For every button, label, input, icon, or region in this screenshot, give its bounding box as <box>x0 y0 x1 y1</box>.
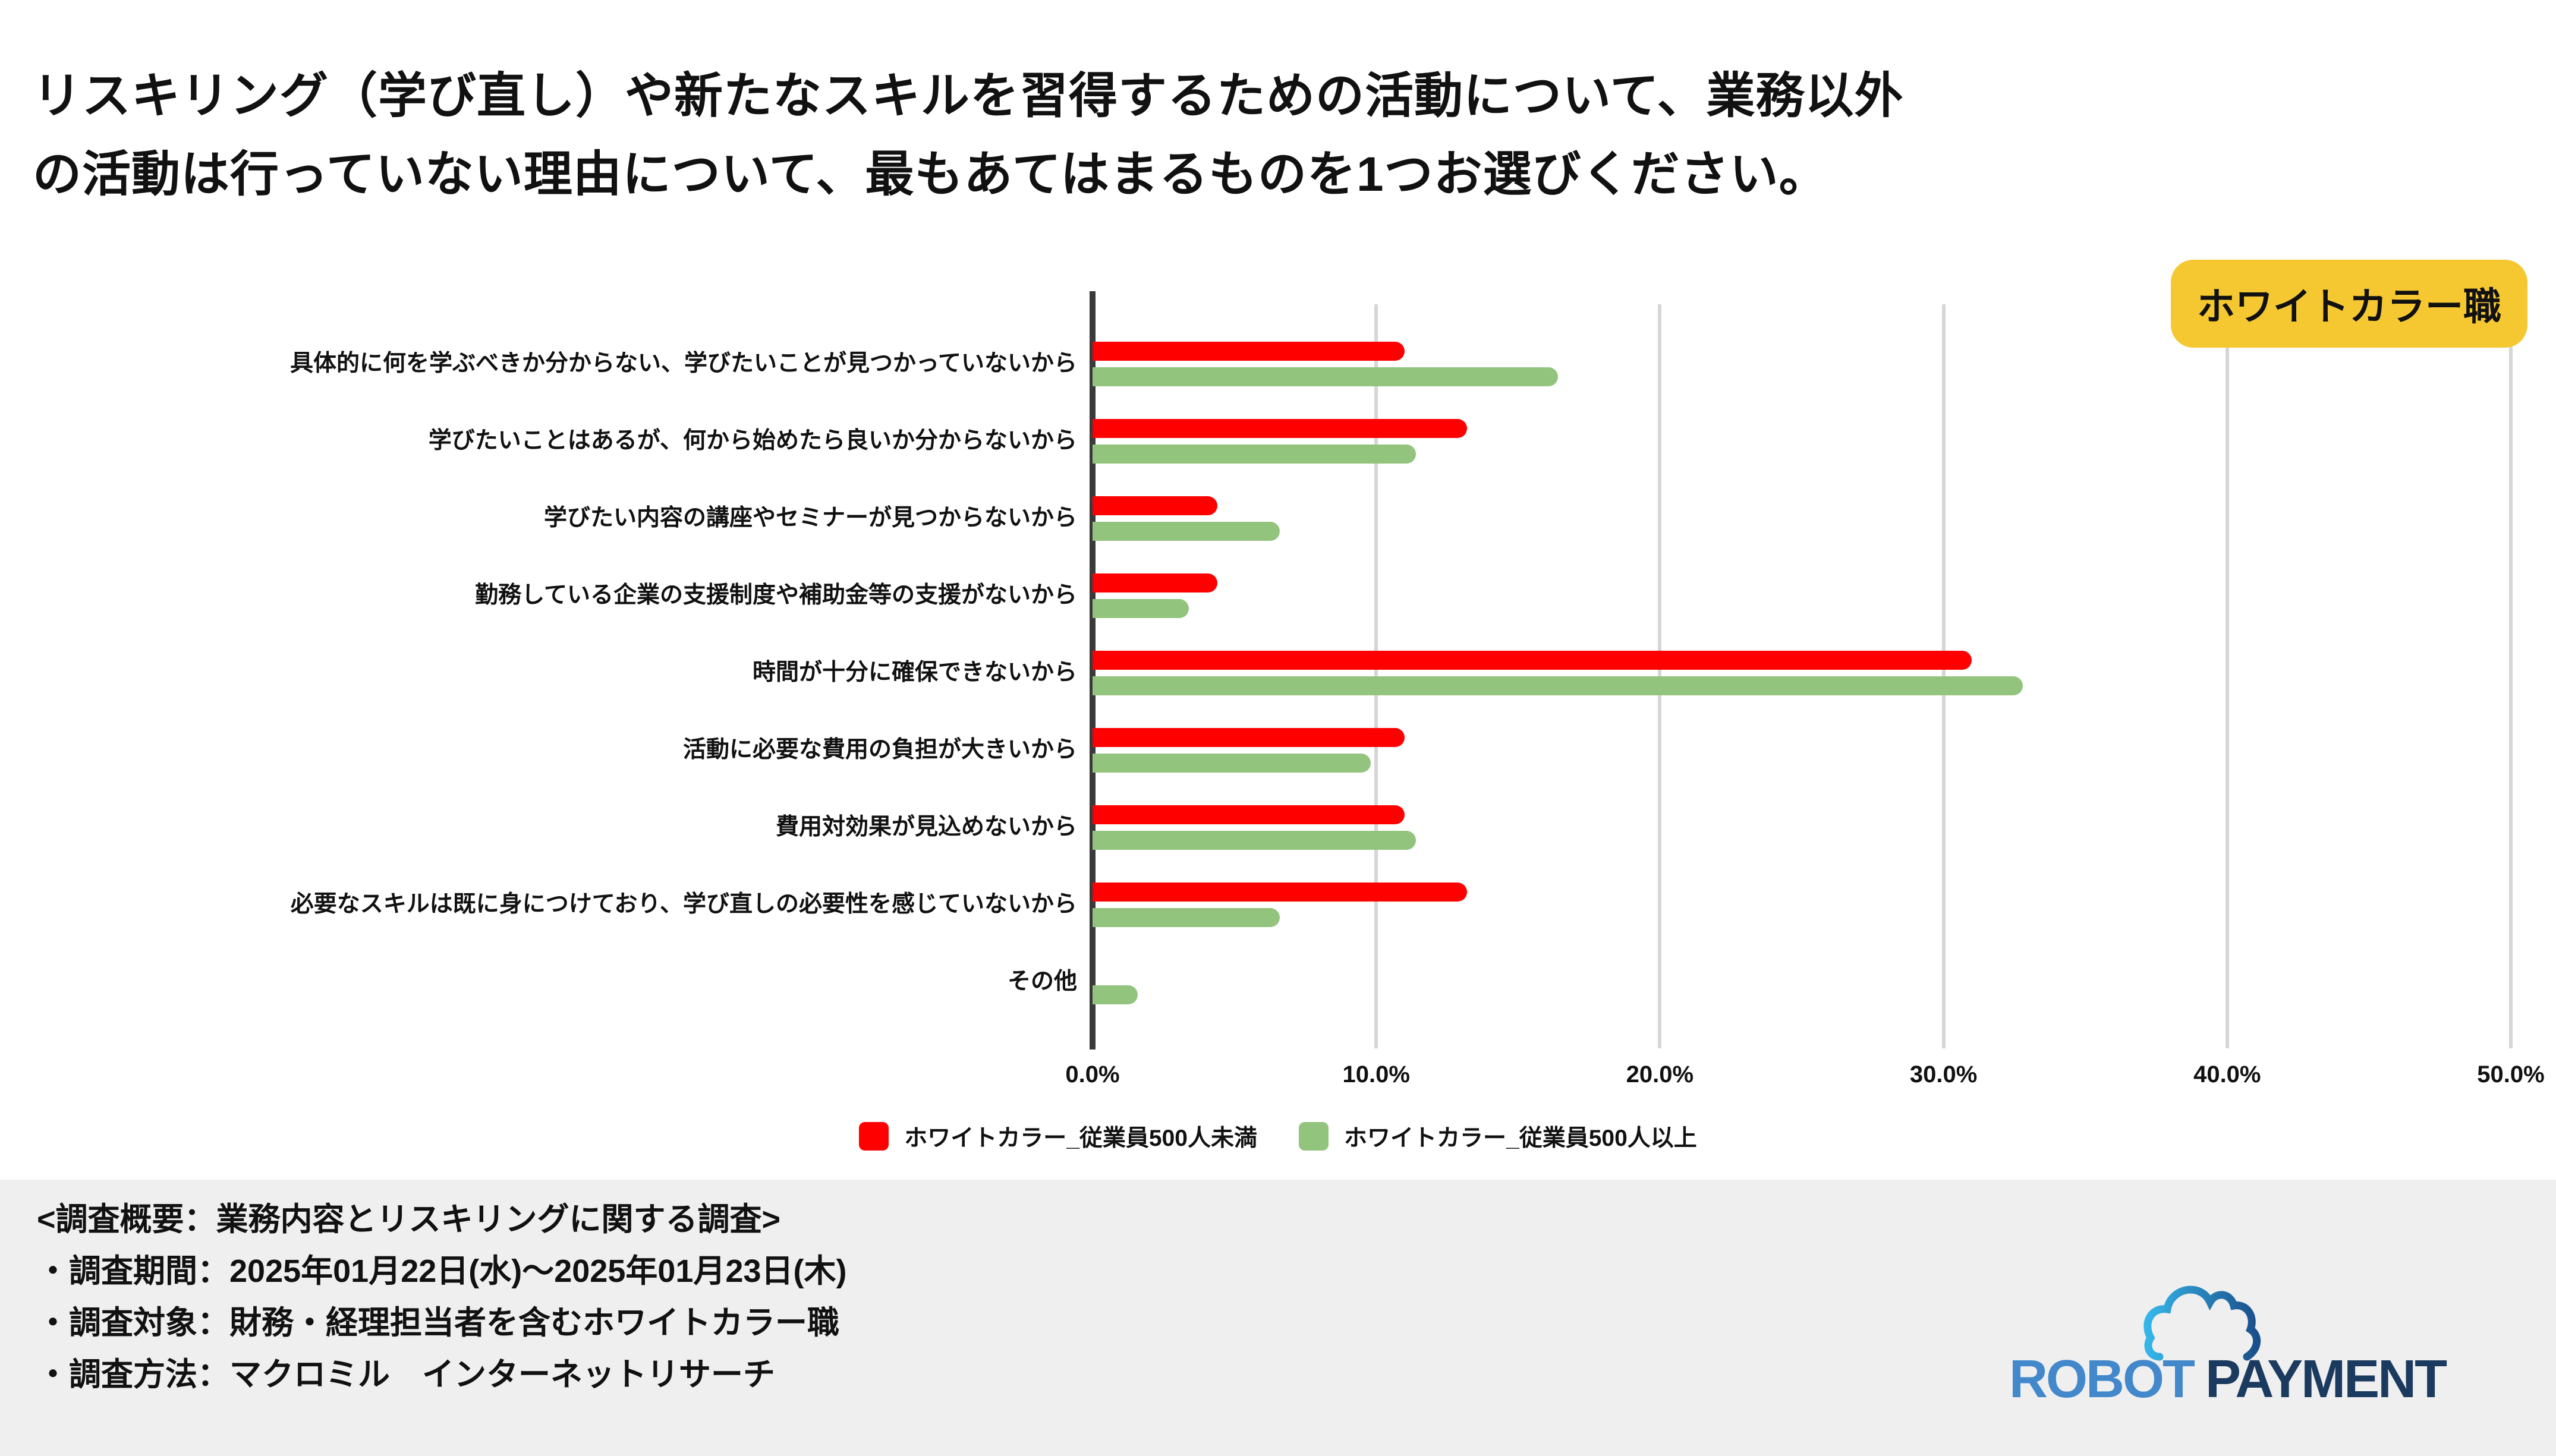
logo-text-robot: ROBOT <box>2009 1350 2195 1409</box>
x-tick-label: 40.0% <box>2193 1061 2261 1088</box>
category-label: 学びたいことはあるが、何から始めたら良いか分からないから <box>428 427 1077 453</box>
bar-series-1 <box>1093 598 1189 618</box>
bar-series-0 <box>1093 418 1467 438</box>
survey-method-line: ・調査方法：マクロミル インターネットリサーチ <box>37 1357 775 1392</box>
bar-row <box>1093 634 2511 711</box>
bar-series-0 <box>1093 727 1405 747</box>
bar-series-1 <box>1093 676 2023 695</box>
robot-payment-logo: ROBOT PAYMENT <box>2009 1285 2449 1409</box>
plot-area <box>1090 291 2513 1050</box>
category-label: 時間が十分に確保できないから <box>752 659 1077 685</box>
legend-swatch-icon <box>859 1122 889 1151</box>
bar-series-1 <box>1093 521 1280 541</box>
bar-row <box>1093 557 2511 634</box>
x-tick-label: 20.0% <box>1626 1061 1694 1088</box>
bar-series-0 <box>1093 650 1972 670</box>
y-axis-line <box>1090 291 1096 1050</box>
category-labels: 具体的に何を学ぶべきか分からない、学びたいことが見つかっていないから学びたいこと… <box>24 325 1077 1020</box>
segment-badge: ホワイトカラー職 <box>2171 260 2527 348</box>
x-tick-label: 0.0% <box>1065 1061 1120 1088</box>
bar-series-1 <box>1093 830 1416 850</box>
cloud-icon <box>2143 1285 2261 1361</box>
title-line-1: リスキリング（学び直し）や新たなスキルを習得するための活動について、業務以外 <box>33 69 1904 123</box>
gridline-40 <box>2225 304 2229 1048</box>
survey-period-line: ・調査期間：2025年01月22日(水)～2025年01月23日(木) <box>37 1253 847 1289</box>
bar-series-1 <box>1093 753 1371 773</box>
gridline-50 <box>2509 304 2513 1048</box>
x-tick-label: 50.0% <box>2477 1061 2545 1088</box>
survey-target-line: ・調査対象：財務・経理担当者を含むホワイトカラー職 <box>37 1305 839 1341</box>
bar-row <box>1093 711 2511 789</box>
category-label: 学びたい内容の講座やセミナーが見つからないから <box>543 505 1077 531</box>
bar-series-0 <box>1093 882 1467 902</box>
category-label: 具体的に何を学ぶべきか分からない、学びたいことが見つかっていないから <box>289 350 1077 376</box>
legend: ホワイトカラー_従業員500人未満 ホワイトカラー_従業員500人以上 <box>0 1120 2556 1153</box>
chart-title: リスキリング（学び直し）や新たなスキルを習得するための活動について、業務以外 の… <box>33 57 1903 214</box>
bar-row <box>1093 943 2511 1020</box>
bar-series-0 <box>1093 805 1405 824</box>
legend-label: ホワイトカラー_従業員500人未満 <box>904 1126 1257 1151</box>
category-label: 費用対効果が見込めないから <box>775 814 1077 840</box>
legend-item-1: ホワイトカラー_従業員500人以上 <box>1299 1120 1697 1153</box>
category-label: 必要なスキルは既に身につけており、学び直しの必要性を感じていないから <box>290 891 1077 917</box>
bar-row <box>1093 480 2511 557</box>
category-label: 勤務している企業の支援制度や補助金等の支援がないから <box>475 582 1077 608</box>
survey-overview-line: <調査概要：業務内容とリスキリングに関する調査> <box>37 1202 781 1237</box>
bar-series-0 <box>1093 341 1405 361</box>
x-tick-label: 30.0% <box>1909 1061 1978 1088</box>
bar-series-1 <box>1093 367 1558 386</box>
footer: <調査概要：業務内容とリスキリングに関する調査> ・調査期間：2025年01月2… <box>0 1180 2556 1456</box>
bar-rows <box>1093 325 2511 1020</box>
bar-row <box>1093 866 2511 943</box>
bar-series-0 <box>1093 496 1217 515</box>
logo-text-payment: PAYMENT <box>2205 1350 2447 1409</box>
bar-series-1 <box>1093 444 1416 464</box>
legend-swatch-icon <box>1299 1122 1329 1151</box>
x-tick-label: 10.0% <box>1342 1061 1410 1088</box>
bar-row <box>1093 325 2511 402</box>
legend-item-0: ホワイトカラー_従業員500人未満 <box>859 1120 1257 1153</box>
survey-info: <調査概要：業務内容とリスキリングに関する調査> ・調査期間：2025年01月2… <box>37 1194 846 1401</box>
title-line-2: の活動は行っていない理由について、最もあてはまるものを1つお選びください。 <box>33 147 1828 201</box>
category-label: 活動に必要な費用の負担が大きいから <box>682 736 1077 762</box>
category-label: その他 <box>1007 968 1077 994</box>
bar-series-0 <box>1093 573 1217 593</box>
bar-row <box>1093 402 2511 480</box>
bar-series-1 <box>1093 985 1138 1004</box>
x-axis-ticks: 0.0% 10.0% 20.0% 30.0% 40.0% 50.0% <box>1065 1061 2544 1103</box>
bar-row <box>1093 789 2511 866</box>
legend-label: ホワイトカラー_従業員500人以上 <box>1344 1126 1697 1151</box>
bar-series-1 <box>1093 907 1280 927</box>
